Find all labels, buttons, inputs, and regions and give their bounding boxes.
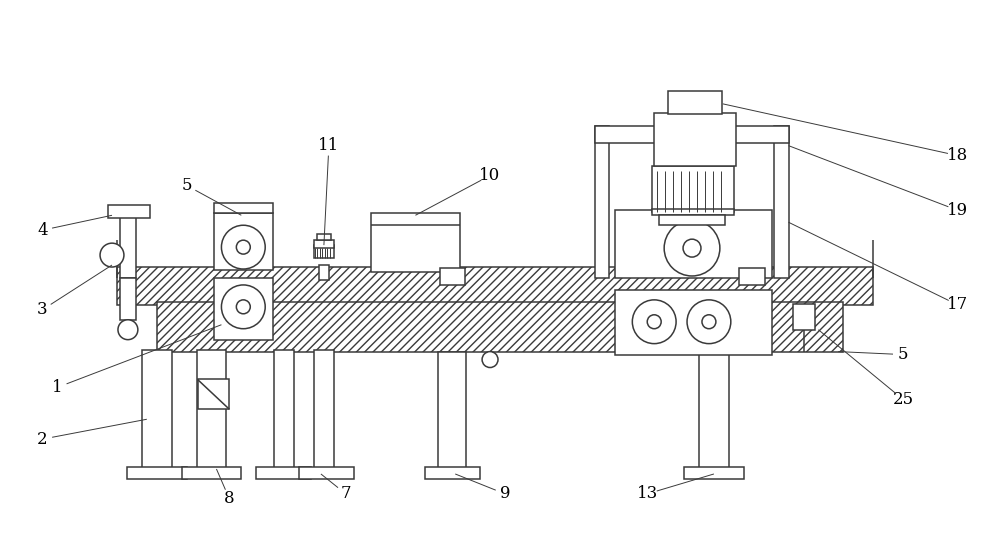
Circle shape <box>236 300 250 314</box>
Bar <box>157 302 843 352</box>
Text: 11: 11 <box>318 137 340 154</box>
Bar <box>793 304 815 330</box>
Text: 5: 5 <box>898 346 908 363</box>
Circle shape <box>632 300 676 344</box>
Bar <box>214 278 273 340</box>
Circle shape <box>100 243 124 267</box>
Bar <box>256 467 311 479</box>
Text: 9: 9 <box>500 486 510 502</box>
Bar <box>142 349 172 474</box>
Bar <box>595 126 609 278</box>
Text: 8: 8 <box>224 490 235 507</box>
Text: 10: 10 <box>479 167 501 184</box>
Bar <box>117 267 873 305</box>
Bar <box>197 349 226 474</box>
Text: 18: 18 <box>947 147 968 164</box>
Text: 7: 7 <box>340 486 351 502</box>
Bar <box>314 245 334 258</box>
Bar <box>314 349 334 474</box>
Bar <box>120 210 136 278</box>
Circle shape <box>221 285 265 329</box>
Text: 19: 19 <box>947 202 968 219</box>
Bar <box>214 203 273 213</box>
Text: 3: 3 <box>37 301 48 318</box>
Bar <box>615 290 772 355</box>
Text: 5: 5 <box>181 177 192 194</box>
Circle shape <box>702 315 716 329</box>
Bar <box>684 467 744 479</box>
Text: 1: 1 <box>52 379 63 396</box>
Bar <box>615 210 772 278</box>
Circle shape <box>118 320 138 340</box>
Bar <box>440 268 465 285</box>
Bar <box>668 91 722 114</box>
Circle shape <box>236 240 250 254</box>
Bar <box>317 234 331 240</box>
Circle shape <box>647 315 661 329</box>
Bar <box>371 213 460 272</box>
Text: 13: 13 <box>637 486 658 502</box>
Bar <box>739 268 765 285</box>
Bar <box>319 265 329 280</box>
Bar <box>214 213 273 270</box>
Bar <box>774 126 789 278</box>
Text: 25: 25 <box>892 391 913 408</box>
Circle shape <box>664 220 720 276</box>
Bar <box>182 467 241 479</box>
Bar <box>108 205 150 219</box>
Circle shape <box>221 225 265 269</box>
Text: 4: 4 <box>37 222 48 239</box>
Bar <box>699 352 729 474</box>
Bar <box>198 379 229 409</box>
Circle shape <box>687 300 731 344</box>
Text: 2: 2 <box>37 431 48 447</box>
Bar <box>425 467 480 479</box>
Circle shape <box>683 239 701 257</box>
Bar <box>652 209 734 215</box>
Bar <box>659 215 725 225</box>
Bar <box>299 467 354 479</box>
Bar <box>654 113 736 166</box>
Bar <box>314 240 334 248</box>
Bar <box>595 126 789 143</box>
Text: 17: 17 <box>947 296 968 313</box>
Bar <box>652 166 734 213</box>
Bar <box>438 352 466 474</box>
Bar <box>120 278 136 320</box>
Bar <box>127 467 187 479</box>
Circle shape <box>482 352 498 367</box>
Bar <box>274 349 294 474</box>
